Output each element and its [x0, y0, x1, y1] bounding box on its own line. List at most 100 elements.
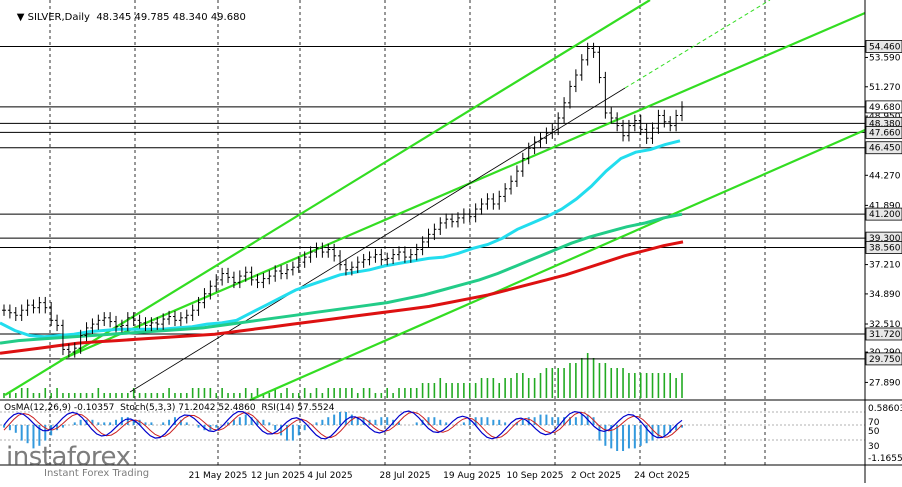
price-bar [255, 274, 260, 289]
x-tick-label: 10 Sep 2025 [506, 471, 563, 481]
price-bar [178, 312, 183, 327]
price-bar [432, 223, 437, 241]
price-bar [656, 109, 661, 134]
price-level-label: 29.750 [865, 352, 902, 366]
osc-level-label: 30 [868, 442, 880, 452]
price-level-box [865, 241, 902, 254]
price-bar [461, 208, 466, 224]
time-axis: 21 May 2025 12 Jun 2025 4 Jul 2025 28 Jul 2… [189, 471, 690, 481]
price-bar [332, 243, 337, 262]
price-bar [66, 343, 71, 358]
price-bar [514, 165, 519, 187]
price-level-box [865, 141, 902, 155]
price-bar [7, 304, 12, 319]
price-bar [503, 183, 508, 203]
price-level-label: 47.660 [865, 126, 902, 139]
price-bar [72, 342, 77, 358]
price-level-label: 38.560 [865, 241, 902, 254]
osc-level-label: -1.16551 [868, 454, 902, 464]
price-bar [143, 317, 148, 332]
oscillator-header: OsMA(12,26,9) -0.10357 Stoch(5,3,3) 71.2… [4, 403, 335, 413]
price-bar [397, 246, 402, 261]
x-tick-label: 19 Aug 2025 [443, 471, 501, 481]
price-bar [644, 123, 649, 144]
price-bar [426, 228, 431, 248]
price-bar [90, 318, 95, 334]
price-bar [13, 307, 18, 321]
price-bar [302, 251, 307, 268]
price-bar [385, 252, 390, 266]
y-tick-label: 51.270 [869, 83, 901, 93]
price-bar [49, 302, 54, 327]
price-bar [680, 101, 684, 122]
symbol-label: SILVER,Daily [27, 12, 90, 23]
osc-level-label: 50 [868, 427, 880, 437]
price-bar [243, 266, 248, 282]
price-bar [338, 250, 343, 271]
watermark-title: instaforex [6, 442, 131, 472]
price-bar [184, 309, 189, 324]
price-bar [296, 256, 301, 273]
trend-channel [4, 0, 866, 402]
price-bar [408, 248, 413, 263]
price-bar [196, 296, 201, 316]
y-tick-label: 27.890 [869, 378, 901, 388]
price-bar [597, 46, 602, 84]
price-bar [402, 246, 407, 263]
price-bar [55, 314, 60, 332]
channel-line [249, 128, 866, 402]
price-bar [361, 253, 366, 268]
price-bar [226, 267, 231, 284]
price-bar [609, 107, 614, 124]
price-bar [190, 304, 195, 321]
price-bar [355, 256, 360, 273]
price-bar [202, 288, 207, 309]
price-bar [455, 212, 460, 228]
price-bar [84, 322, 89, 342]
price-level-label: 41.200 [865, 207, 902, 221]
price-bar [149, 317, 154, 332]
price-bar [444, 213, 449, 229]
price-level-text: 48.380 [869, 119, 901, 129]
price-bar [349, 261, 354, 276]
price-bar [650, 122, 655, 144]
price-level-label: 49.680 [865, 100, 902, 114]
price-bar [562, 97, 567, 124]
price-bar [626, 119, 631, 142]
ma-line-ma-mid [0, 212, 683, 345]
x-tick-label: 24 Oct 2025 [634, 471, 690, 481]
price-bar [131, 312, 136, 327]
price-bar [137, 314, 142, 329]
price-level-text: 41.200 [869, 210, 901, 220]
price-bar [25, 299, 30, 316]
price-level-box [865, 352, 902, 366]
y-tick-label: 53.590 [869, 53, 901, 63]
oscillator-panel [0, 399, 902, 466]
price-bar [420, 236, 425, 256]
stoch-main-line [3, 410, 683, 440]
chart-info-header: ▼ SILVER,Daily 48.345 49.785 48.340 49.6… [4, 1, 246, 34]
price-bar [267, 270, 272, 285]
x-tick-label: 4 Jul 2025 [307, 471, 352, 481]
dropdown-arrow-icon[interactable]: ▼ [16, 12, 28, 23]
price-bar [60, 319, 65, 356]
price-bar [249, 266, 254, 286]
osc-level-label: 70 [868, 418, 880, 428]
price-level-label: 31.720 [865, 327, 902, 341]
price-bar [674, 109, 679, 132]
y-tick-label: 41.890 [869, 201, 901, 211]
price-bar [497, 190, 502, 210]
price-bar [621, 119, 626, 142]
price-bar [220, 267, 225, 286]
price-level-box [865, 327, 902, 341]
price-bar [520, 152, 525, 177]
price-bar [155, 317, 160, 330]
osc-level-label: 0.58603 [868, 404, 902, 414]
price-bar [290, 261, 295, 276]
price-level-box [865, 40, 902, 53]
price-bar [526, 142, 531, 165]
price-bar [237, 270, 242, 289]
price-bar [2, 304, 6, 316]
price-bar [567, 80, 572, 109]
y-tick-label: 34.890 [869, 290, 901, 300]
